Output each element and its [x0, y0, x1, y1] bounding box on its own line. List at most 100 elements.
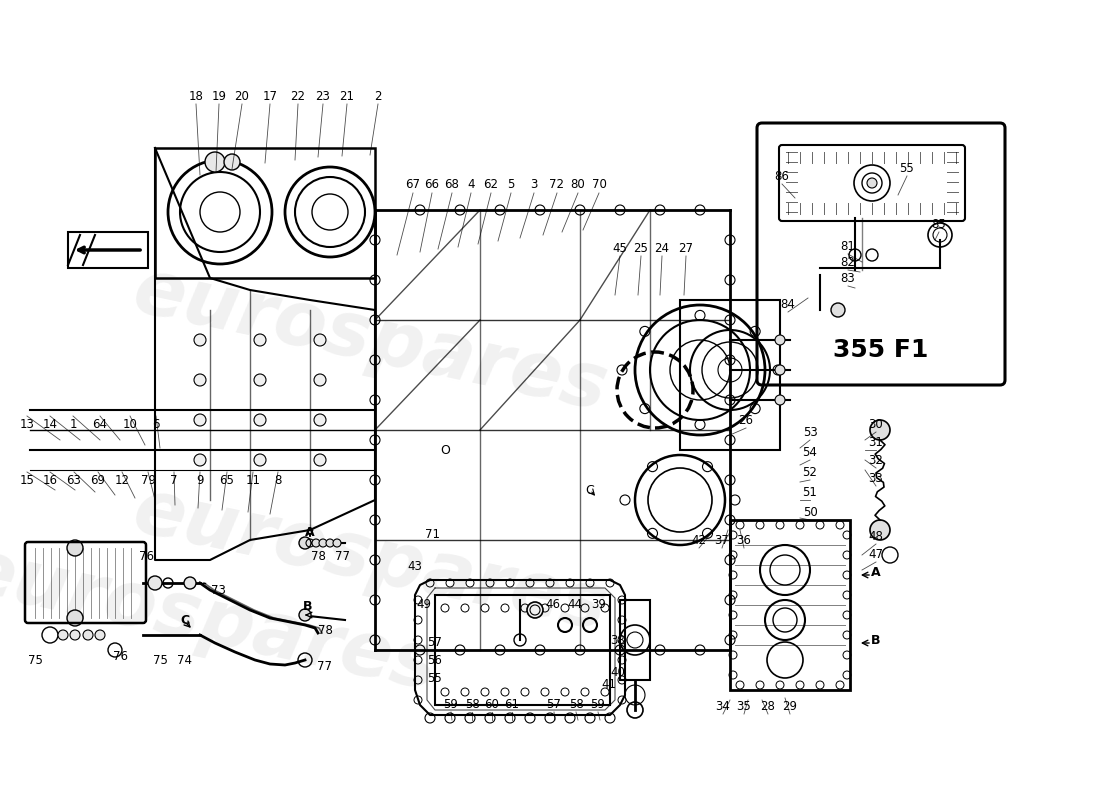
- Circle shape: [194, 334, 206, 346]
- Text: 66: 66: [425, 178, 440, 191]
- Bar: [434, 595, 610, 705]
- Circle shape: [67, 610, 82, 626]
- Text: 27: 27: [679, 242, 693, 254]
- Text: 38: 38: [610, 634, 626, 646]
- Text: 82: 82: [840, 255, 856, 269]
- Text: 355 F1: 355 F1: [834, 338, 928, 362]
- Text: 35: 35: [737, 699, 751, 713]
- Text: 29: 29: [782, 699, 797, 713]
- Text: 16: 16: [43, 474, 57, 486]
- Circle shape: [194, 414, 206, 426]
- Text: 3: 3: [530, 178, 538, 191]
- Text: 32: 32: [869, 454, 883, 466]
- Text: 37: 37: [715, 534, 729, 546]
- Circle shape: [194, 454, 206, 466]
- Circle shape: [254, 414, 266, 426]
- Text: 52: 52: [803, 466, 817, 478]
- Text: 26: 26: [738, 414, 754, 426]
- Circle shape: [254, 334, 266, 346]
- Text: 50: 50: [803, 506, 817, 518]
- Text: 86: 86: [774, 170, 790, 182]
- Text: 19: 19: [211, 90, 227, 102]
- Circle shape: [299, 609, 311, 621]
- Text: 51: 51: [803, 486, 817, 498]
- Text: 33: 33: [869, 471, 883, 485]
- Text: 53: 53: [803, 426, 817, 438]
- Text: 78: 78: [310, 550, 326, 562]
- Text: 9: 9: [196, 474, 204, 486]
- Circle shape: [867, 178, 877, 188]
- Text: 23: 23: [316, 90, 330, 102]
- Text: 42: 42: [692, 534, 706, 546]
- Text: 68: 68: [444, 178, 460, 191]
- Text: 70: 70: [592, 178, 606, 191]
- Text: 74: 74: [176, 654, 191, 666]
- Text: 8: 8: [274, 474, 282, 486]
- Text: A: A: [305, 526, 315, 538]
- Circle shape: [776, 335, 785, 345]
- Text: 80: 80: [571, 178, 585, 191]
- Text: 56: 56: [428, 654, 442, 666]
- Text: 61: 61: [505, 698, 519, 710]
- Text: 73: 73: [210, 583, 225, 597]
- Circle shape: [314, 454, 326, 466]
- Text: 2: 2: [374, 90, 382, 102]
- Text: 81: 81: [840, 239, 856, 253]
- Text: 1: 1: [69, 418, 77, 430]
- Bar: [680, 300, 780, 450]
- Text: 78: 78: [318, 623, 332, 637]
- Text: eurospares: eurospares: [126, 474, 614, 646]
- Circle shape: [224, 154, 240, 170]
- Text: 77: 77: [334, 550, 350, 562]
- Text: 44: 44: [568, 598, 583, 610]
- Text: 10: 10: [122, 418, 138, 430]
- Text: 12: 12: [114, 474, 130, 486]
- Text: 47: 47: [869, 547, 883, 561]
- Text: 4: 4: [468, 178, 475, 191]
- Text: 46: 46: [546, 598, 561, 610]
- Text: C: C: [585, 483, 594, 497]
- Text: 64: 64: [92, 418, 108, 430]
- Text: 13: 13: [20, 418, 34, 430]
- Text: 63: 63: [67, 474, 81, 486]
- Text: 25: 25: [634, 242, 648, 254]
- Circle shape: [95, 630, 104, 640]
- Text: eurospares: eurospares: [0, 534, 443, 706]
- Text: 76: 76: [140, 550, 154, 562]
- Text: 77: 77: [318, 659, 332, 673]
- Bar: [155, 148, 375, 278]
- Text: 11: 11: [245, 474, 261, 486]
- Text: 36: 36: [737, 534, 751, 546]
- Circle shape: [314, 414, 326, 426]
- Text: 69: 69: [90, 474, 106, 486]
- Text: 45: 45: [613, 242, 627, 254]
- Text: 71: 71: [425, 527, 440, 541]
- Text: 75: 75: [28, 654, 43, 666]
- Text: 28: 28: [760, 699, 775, 713]
- Text: 60: 60: [485, 698, 499, 710]
- Text: 67: 67: [406, 178, 420, 191]
- Text: 83: 83: [840, 271, 856, 285]
- Circle shape: [312, 539, 320, 547]
- Text: 57: 57: [547, 698, 561, 710]
- Text: B: B: [871, 634, 881, 646]
- Bar: [620, 600, 650, 680]
- Circle shape: [527, 602, 543, 618]
- Circle shape: [58, 630, 68, 640]
- Circle shape: [333, 539, 341, 547]
- Text: 6: 6: [152, 418, 160, 430]
- Circle shape: [870, 420, 890, 440]
- Text: 62: 62: [484, 178, 498, 191]
- Text: 21: 21: [340, 90, 354, 102]
- Text: 17: 17: [263, 90, 277, 102]
- Circle shape: [319, 539, 327, 547]
- Circle shape: [776, 365, 785, 375]
- Text: 59: 59: [591, 698, 605, 710]
- Text: 5: 5: [507, 178, 515, 191]
- Circle shape: [148, 576, 162, 590]
- Circle shape: [67, 540, 82, 556]
- Text: 39: 39: [592, 598, 606, 610]
- Text: 59: 59: [443, 698, 459, 710]
- Text: eurospares: eurospares: [126, 254, 614, 426]
- Circle shape: [830, 303, 845, 317]
